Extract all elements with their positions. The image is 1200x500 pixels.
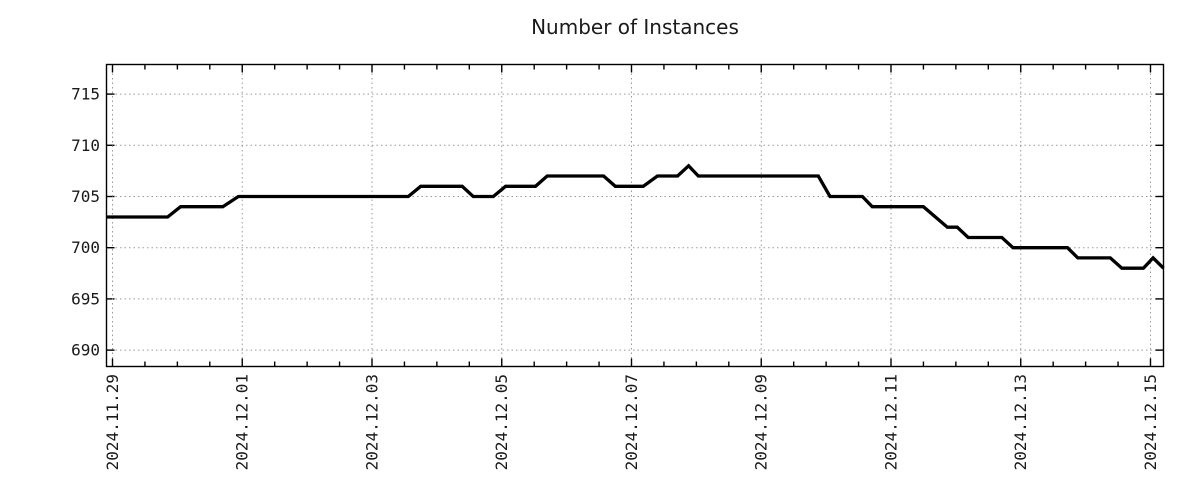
x-tick-label: 2024.12.07 — [622, 374, 641, 470]
plot-border — [105, 63, 1165, 368]
y-tick-label: 695 — [71, 289, 100, 308]
x-tick-label: 2024.12.03 — [362, 374, 381, 470]
series-line-instances — [106, 163, 1165, 270]
x-tick-label: 2024.12.13 — [1011, 374, 1030, 470]
x-tick-label: 2024.12.05 — [492, 374, 511, 470]
y-tick-label: 700 — [71, 238, 100, 257]
y-tick-label: 705 — [71, 187, 100, 206]
x-tick-label: 2024.12.15 — [1141, 374, 1160, 470]
x-tick-label: 2024.12.11 — [881, 374, 900, 470]
x-tick-label: 2024.12.01 — [233, 374, 252, 470]
x-tick-label: 2024.11.29 — [103, 374, 122, 470]
y-tick-label: 690 — [71, 341, 100, 360]
x-tick-label: 2024.12.09 — [752, 374, 771, 470]
y-tick-label: 710 — [71, 136, 100, 155]
chart-title: Number of Instances — [531, 15, 739, 39]
y-tick-label: 715 — [71, 85, 100, 104]
